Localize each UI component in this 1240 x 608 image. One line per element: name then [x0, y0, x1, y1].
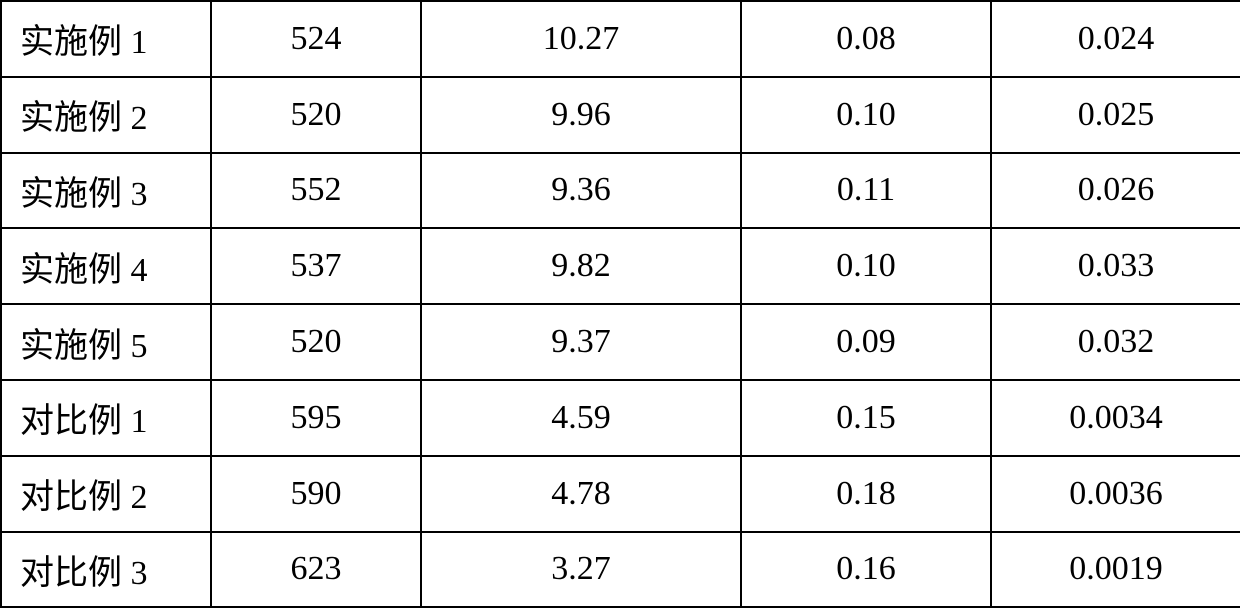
- data-table-container: 实施例 1 524 10.27 0.08 0.024 实施例 2 520 9.9…: [0, 0, 1240, 607]
- cell-value: 9.36: [421, 153, 741, 229]
- cell-value: 623: [211, 532, 421, 608]
- data-table: 实施例 1 524 10.27 0.08 0.024 实施例 2 520 9.9…: [0, 0, 1240, 608]
- cell-value: 0.026: [991, 153, 1240, 229]
- cell-value: 0.0036: [991, 456, 1240, 532]
- cell-value: 4.59: [421, 380, 741, 456]
- cell-value: 0.08: [741, 1, 991, 77]
- table-row: 实施例 5 520 9.37 0.09 0.032: [1, 304, 1240, 380]
- cell-value: 9.37: [421, 304, 741, 380]
- cell-value: 0.18: [741, 456, 991, 532]
- cell-value: 9.96: [421, 77, 741, 153]
- data-table-body: 实施例 1 524 10.27 0.08 0.024 实施例 2 520 9.9…: [1, 1, 1240, 607]
- table-row: 对比例 2 590 4.78 0.18 0.0036: [1, 456, 1240, 532]
- cell-value: 9.82: [421, 228, 741, 304]
- cell-value: 0.024: [991, 1, 1240, 77]
- cell-value: 0.033: [991, 228, 1240, 304]
- cell-value: 590: [211, 456, 421, 532]
- cell-value: 0.10: [741, 77, 991, 153]
- cell-value: 0.032: [991, 304, 1240, 380]
- cell-value: 0.0019: [991, 532, 1240, 608]
- cell-value: 520: [211, 304, 421, 380]
- cell-value: 520: [211, 77, 421, 153]
- cell-value: 4.78: [421, 456, 741, 532]
- table-row: 实施例 1 524 10.27 0.08 0.024: [1, 1, 1240, 77]
- row-label: 实施例 5: [1, 304, 211, 380]
- row-label: 实施例 4: [1, 228, 211, 304]
- row-label: 实施例 2: [1, 77, 211, 153]
- row-label: 对比例 2: [1, 456, 211, 532]
- row-label: 对比例 3: [1, 532, 211, 608]
- row-label: 实施例 1: [1, 1, 211, 77]
- table-row: 对比例 1 595 4.59 0.15 0.0034: [1, 380, 1240, 456]
- table-row: 实施例 3 552 9.36 0.11 0.026: [1, 153, 1240, 229]
- cell-value: 537: [211, 228, 421, 304]
- cell-value: 10.27: [421, 1, 741, 77]
- cell-value: 3.27: [421, 532, 741, 608]
- cell-value: 0.11: [741, 153, 991, 229]
- cell-value: 0.09: [741, 304, 991, 380]
- cell-value: 0.10: [741, 228, 991, 304]
- cell-value: 0.16: [741, 532, 991, 608]
- table-row: 实施例 2 520 9.96 0.10 0.025: [1, 77, 1240, 153]
- row-label: 对比例 1: [1, 380, 211, 456]
- cell-value: 0.025: [991, 77, 1240, 153]
- row-label: 实施例 3: [1, 153, 211, 229]
- table-row: 对比例 3 623 3.27 0.16 0.0019: [1, 532, 1240, 608]
- cell-value: 595: [211, 380, 421, 456]
- cell-value: 552: [211, 153, 421, 229]
- cell-value: 0.0034: [991, 380, 1240, 456]
- cell-value: 524: [211, 1, 421, 77]
- table-row: 实施例 4 537 9.82 0.10 0.033: [1, 228, 1240, 304]
- cell-value: 0.15: [741, 380, 991, 456]
